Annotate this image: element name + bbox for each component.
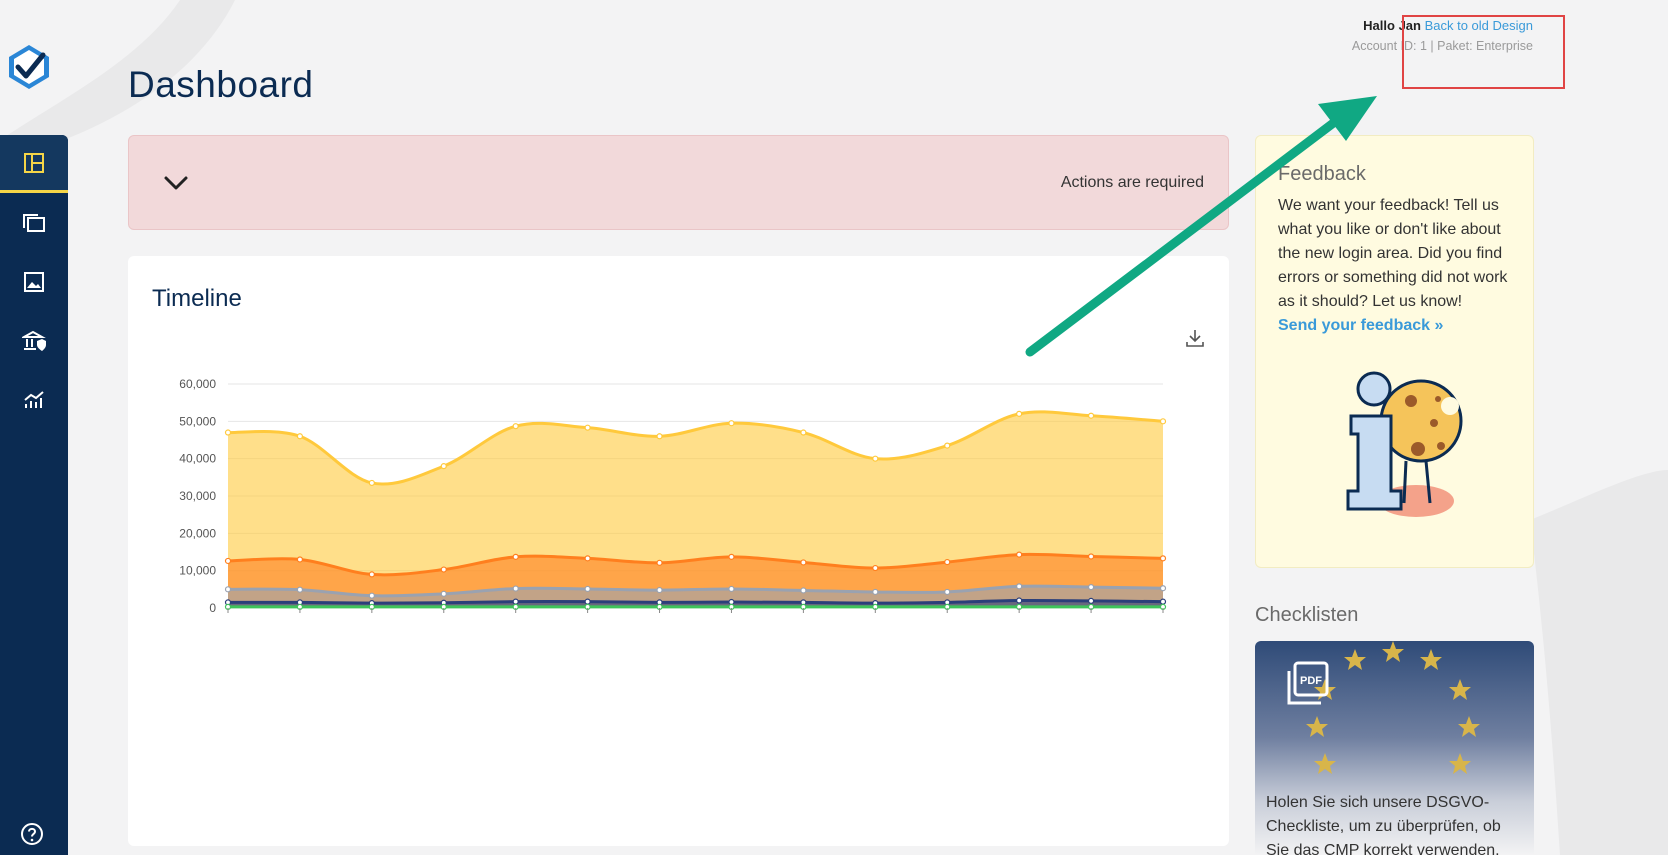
- data-point[interactable]: [440, 566, 447, 573]
- sidebar-item-images[interactable]: [0, 253, 68, 311]
- data-point[interactable]: [800, 559, 807, 566]
- info-cookie-illustration-icon: [1346, 371, 1463, 517]
- pdf-icon: PDF: [1287, 661, 1329, 705]
- checklisten-title: Checklisten: [1255, 604, 1359, 626]
- data-point[interactable]: [224, 586, 232, 593]
- greeting-text: Hallo Jan: [1363, 18, 1421, 33]
- data-point[interactable]: [872, 588, 879, 596]
- data-point[interactable]: [368, 479, 375, 487]
- account-info: Account ID: 1 | Paket: Enterprise: [1351, 39, 1533, 53]
- send-feedback-link[interactable]: Send your feedback »: [1278, 317, 1444, 334]
- feedback-text: We want your feedback! Tell us what you …: [1278, 197, 1508, 310]
- data-point[interactable]: [1159, 418, 1167, 425]
- y-tick-label: 10,000: [179, 564, 216, 578]
- image-icon: [24, 272, 44, 292]
- checklist-text: Holen Sie sich unsere DSGVO-Checkliste, …: [1266, 794, 1501, 855]
- data-point[interactable]: [1016, 583, 1023, 590]
- feedback-title: Feedback: [1278, 163, 1366, 185]
- data-point[interactable]: [872, 564, 879, 572]
- back-to-old-design-link[interactable]: Back to old Design: [1424, 18, 1533, 33]
- data-point[interactable]: [584, 598, 591, 605]
- data-point[interactable]: [944, 442, 951, 449]
- data-point[interactable]: [1087, 583, 1095, 591]
- data-point[interactable]: [1159, 598, 1167, 605]
- annotation-highlight-box: [1402, 15, 1565, 89]
- data-point[interactable]: [224, 557, 232, 565]
- data-point[interactable]: [512, 598, 519, 605]
- data-point[interactable]: [728, 598, 735, 606]
- app-logo-icon[interactable]: [5, 43, 53, 91]
- data-point[interactable]: [1016, 410, 1023, 417]
- data-point[interactable]: [944, 558, 951, 566]
- pdf-label: PDF: [1300, 675, 1322, 687]
- sidebar-item-folders[interactable]: [0, 194, 68, 252]
- sidebar-item-compliance[interactable]: [0, 312, 68, 370]
- data-point[interactable]: [368, 571, 375, 578]
- page-title: Dashboard: [128, 64, 314, 105]
- sidebar-item-analytics[interactable]: [0, 371, 68, 429]
- help-icon[interactable]: [20, 822, 44, 846]
- data-point[interactable]: [1016, 597, 1023, 604]
- eu-stars-background: [1306, 641, 1480, 774]
- data-point[interactable]: [1016, 551, 1023, 558]
- user-info: Hallo Jan Back to old Design Account ID:…: [1352, 18, 1533, 53]
- data-point[interactable]: [1087, 412, 1095, 419]
- data-point[interactable]: [296, 433, 304, 440]
- data-point[interactable]: [584, 555, 591, 562]
- data-point[interactable]: [800, 429, 807, 436]
- folders-icon: [23, 214, 45, 232]
- timeline-chart: 0 10,000 20,000 30,000 40,000 50,000 60,000: [179, 377, 1167, 615]
- alert-text: Actions are required: [1060, 174, 1204, 191]
- data-point[interactable]: [512, 423, 519, 430]
- data-point[interactable]: [656, 559, 663, 566]
- data-point[interactable]: [1159, 555, 1167, 562]
- data-point[interactable]: [584, 424, 591, 431]
- series-area: [228, 411, 1163, 608]
- timeline-title: Timeline: [152, 285, 242, 312]
- data-point[interactable]: [1159, 585, 1167, 592]
- actions-required-alert[interactable]: Actions are required: [128, 135, 1229, 230]
- data-point[interactable]: [296, 556, 304, 563]
- feedback-card: Feedback We want your feedback! Tell us …: [1255, 135, 1534, 568]
- y-tick-label: 0: [209, 601, 216, 615]
- data-point[interactable]: [584, 585, 591, 593]
- y-tick-label: 30,000: [179, 489, 216, 503]
- data-point[interactable]: [368, 592, 375, 599]
- data-point[interactable]: [296, 586, 304, 593]
- analytics-icon: [24, 391, 44, 408]
- dashboard-icon: [24, 152, 44, 173]
- data-point[interactable]: [872, 455, 879, 462]
- data-point[interactable]: [512, 585, 519, 592]
- sidebar-item-dashboard[interactable]: [0, 135, 68, 193]
- timeline-card: Timeline 0 10,000 20,000 30,000 40,000 50,000…: [128, 256, 1229, 846]
- series-line: [227, 584, 1164, 598]
- data-point[interactable]: [1087, 597, 1095, 605]
- data-point[interactable]: [728, 553, 735, 560]
- y-tick-label: 50,000: [179, 414, 216, 428]
- data-point[interactable]: [656, 586, 663, 594]
- y-tick-label: 40,000: [179, 452, 216, 466]
- data-point[interactable]: [656, 433, 663, 440]
- y-tick-label: 20,000: [179, 526, 216, 540]
- sidebar-nav: [0, 135, 68, 855]
- data-point[interactable]: [1087, 553, 1095, 560]
- bank-shield-icon: [22, 330, 46, 351]
- data-point[interactable]: [440, 590, 447, 597]
- data-point[interactable]: [728, 585, 735, 593]
- sidebar: [0, 0, 68, 855]
- data-point[interactable]: [512, 553, 519, 560]
- download-icon[interactable]: [1185, 328, 1205, 348]
- chevron-down-icon[interactable]: [163, 170, 189, 196]
- checklist-card[interactable]: PDF Holen Sie sich unsere DSGVO-Checklis…: [1255, 641, 1534, 855]
- y-tick-label: 60,000: [179, 377, 216, 391]
- feedback-body: We want your feedback! Tell us what you …: [1278, 194, 1518, 338]
- data-point[interactable]: [944, 588, 951, 596]
- series-line: [227, 598, 1164, 605]
- data-point[interactable]: [800, 587, 807, 594]
- data-point[interactable]: [224, 429, 232, 436]
- data-point[interactable]: [440, 463, 447, 470]
- series-line: [227, 552, 1164, 577]
- data-point[interactable]: [728, 420, 735, 427]
